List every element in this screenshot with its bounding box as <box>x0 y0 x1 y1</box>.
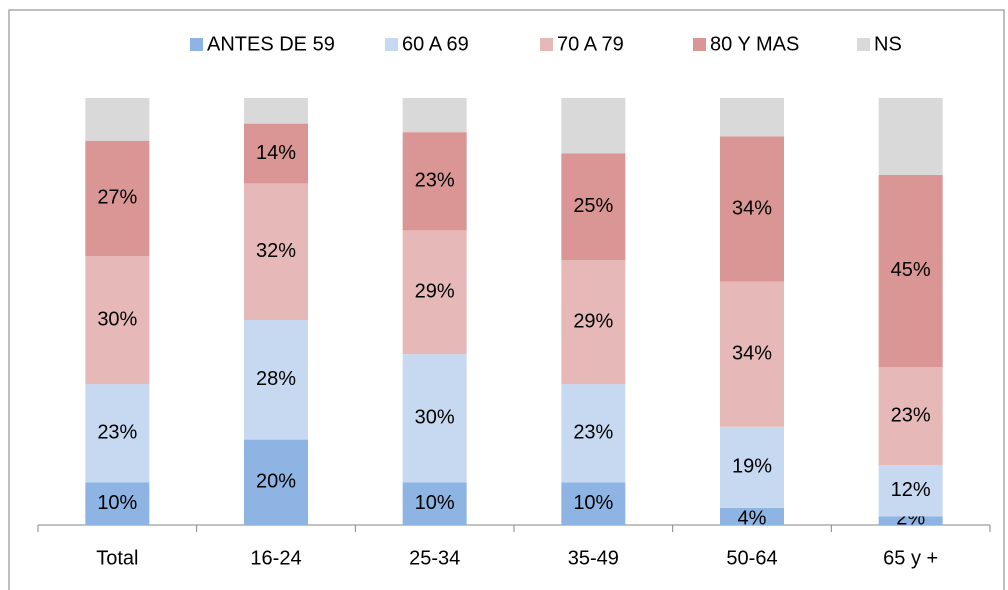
data-label: 27% <box>97 187 137 209</box>
legend-label: NS <box>874 33 902 55</box>
legend-swatch <box>857 38 870 51</box>
bar-segment <box>720 426 784 508</box>
bar-segment <box>720 98 784 137</box>
data-label: 10% <box>97 492 137 514</box>
data-label: 23% <box>415 170 455 192</box>
bar-segment <box>402 354 467 483</box>
bar-segment <box>878 367 943 466</box>
data-label: 29% <box>415 281 455 303</box>
bar-segment <box>402 482 467 525</box>
bar-segment <box>244 183 308 321</box>
legend-label: ANTES DE 59 <box>207 33 335 55</box>
bar-segment <box>561 153 626 261</box>
x-tick-label: 35-49 <box>568 547 619 569</box>
bar-segment <box>85 255 150 385</box>
x-tick-label: Total <box>96 547 138 569</box>
x-tick-label: 50-64 <box>726 547 777 569</box>
legend-label: 80 Y MAS <box>710 33 799 55</box>
data-label: 30% <box>415 407 455 429</box>
data-label: 10% <box>573 492 613 514</box>
data-label: 12% <box>891 479 931 501</box>
legend-swatch <box>190 38 203 51</box>
bar-segment <box>402 98 467 133</box>
bar-segment <box>85 482 150 525</box>
data-label: 19% <box>732 456 772 478</box>
legend-swatch <box>385 38 398 51</box>
bar-segment <box>402 132 467 231</box>
bar-segment <box>85 98 150 141</box>
data-label: 28% <box>256 368 296 390</box>
data-label: 20% <box>256 471 296 493</box>
x-tick-label: 16-24 <box>250 547 301 569</box>
data-label: 4% <box>738 507 767 529</box>
data-label: 34% <box>732 342 772 364</box>
bar-segment <box>561 260 626 385</box>
bar-segment <box>561 98 626 154</box>
bar-segment <box>244 439 308 525</box>
data-label: 23% <box>573 421 613 443</box>
legend-swatch <box>693 38 706 51</box>
bar-segment <box>878 465 943 517</box>
chart-border <box>8 9 1005 590</box>
data-label: 14% <box>256 142 296 164</box>
x-tick-label: 25-34 <box>409 547 460 569</box>
data-label: 34% <box>732 197 772 219</box>
bar-segment <box>85 140 150 256</box>
bar-segment <box>244 98 308 124</box>
bar-segment <box>402 230 467 355</box>
bar-segment <box>561 384 626 483</box>
bar-segment <box>561 482 626 525</box>
legend-label: 60 A 69 <box>402 33 469 55</box>
data-label: 23% <box>891 404 931 426</box>
data-label: 25% <box>573 195 613 217</box>
bar-segment <box>878 98 943 175</box>
bar-segment <box>878 174 943 368</box>
data-label: 29% <box>573 310 613 332</box>
bar-segment <box>85 384 150 483</box>
data-label: 32% <box>256 240 296 262</box>
data-label: 23% <box>97 421 137 443</box>
bar-segment <box>244 320 308 440</box>
legend-label: 70 A 79 <box>557 33 624 55</box>
data-label: 30% <box>97 308 137 330</box>
legend-swatch <box>540 38 553 51</box>
bar-segment <box>720 136 784 282</box>
bar-segment <box>720 507 784 525</box>
x-tick-label: 65 y + <box>883 547 938 569</box>
data-label: 45% <box>891 259 931 281</box>
bar-segment <box>878 516 943 525</box>
data-label: 10% <box>415 492 455 514</box>
bar-segment <box>720 281 784 427</box>
bar-segment <box>244 123 308 184</box>
